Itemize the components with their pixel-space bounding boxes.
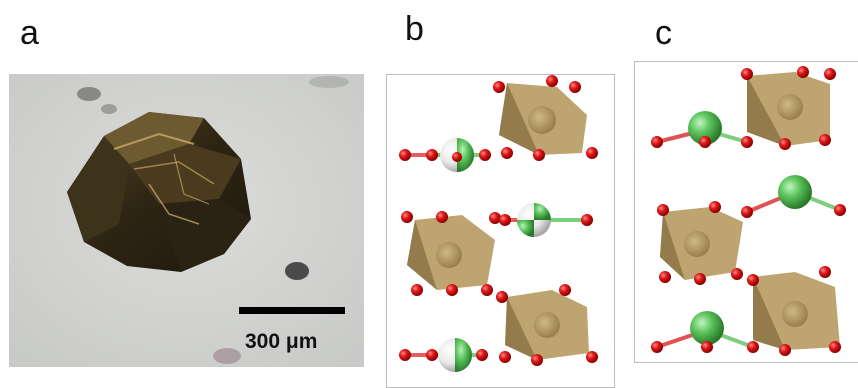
- scale-bar-label: 300 μm: [245, 330, 318, 353]
- octahedron-polyhedron: [660, 207, 743, 280]
- structure-c-drawing: [651, 66, 846, 356]
- crystal-photo: [9, 74, 364, 367]
- green-atom: [690, 311, 724, 345]
- octahedron-polyhedron: [499, 83, 587, 155]
- panel-letter-a: a: [20, 14, 39, 52]
- scale-bar: [239, 307, 345, 314]
- green-atom: [778, 175, 812, 209]
- green-atom: [688, 111, 722, 145]
- octahedron-polyhedron: [753, 272, 840, 350]
- structure-panel-b: [386, 74, 615, 388]
- octahedron-polyhedron: [407, 215, 495, 290]
- structure-b-drawing: [399, 75, 598, 372]
- octahedron-polyhedron: [505, 290, 589, 360]
- panel-letter-c: c: [655, 14, 672, 52]
- panel-letter-b: b: [405, 10, 424, 48]
- oxygen-atom: [399, 75, 598, 366]
- structure-panel-c: [634, 61, 858, 363]
- oxygen-atom: [651, 66, 846, 356]
- octahedron-polyhedron: [747, 72, 830, 146]
- green-atom: [517, 203, 551, 237]
- green-atom: [438, 338, 472, 372]
